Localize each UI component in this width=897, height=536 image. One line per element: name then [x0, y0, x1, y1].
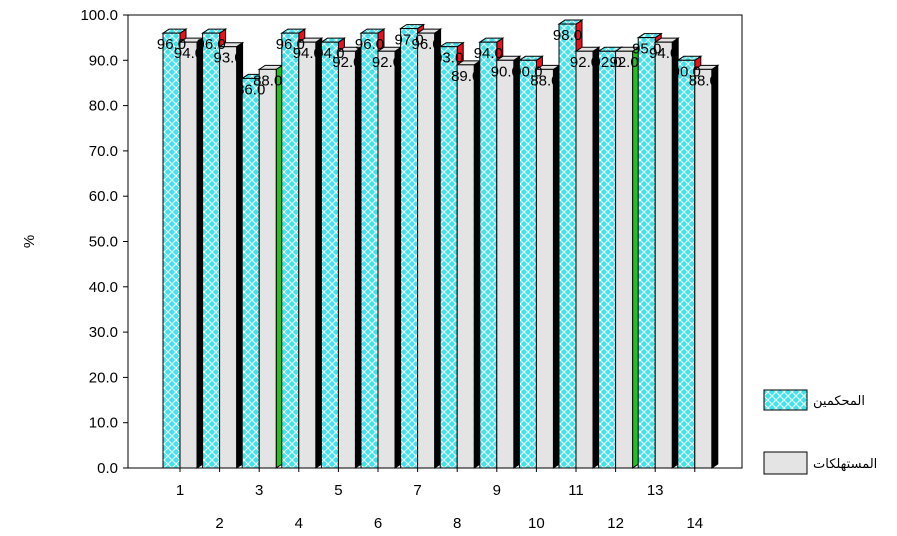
bar-series1	[400, 28, 419, 469]
bar-series2	[179, 41, 198, 469]
data-label: 90.0	[672, 63, 701, 80]
data-label: 95.0	[632, 41, 661, 58]
data-label: 86.0	[236, 81, 265, 98]
bar-series1	[598, 50, 617, 469]
data-label: 94.0	[315, 45, 344, 62]
bar-series1	[281, 32, 300, 469]
data-label: 94.0	[293, 45, 322, 62]
bar-series2	[615, 50, 634, 469]
bar-series2-side	[711, 64, 719, 469]
y-tick-label: 40.0	[89, 279, 118, 296]
data-label: 92.0	[592, 54, 621, 71]
data-label: 94.0	[174, 45, 203, 62]
x-tick-label: 1	[176, 482, 184, 499]
bar-series2	[417, 32, 436, 469]
data-label: 93.0	[434, 50, 463, 67]
bar-series2-side	[513, 55, 521, 469]
data-label: 92.0	[609, 54, 638, 71]
x-tick-label: 14	[686, 515, 703, 532]
data-label: 88.0	[253, 72, 282, 89]
bar-series2	[535, 68, 554, 469]
data-label: 96.0	[355, 36, 384, 53]
bar-series1	[360, 32, 379, 469]
bar-series2-side	[632, 46, 640, 469]
y-tick-label: 20.0	[89, 369, 118, 386]
x-tick-label: 3	[255, 482, 263, 499]
x-tick-label: 11	[568, 482, 584, 499]
data-label: 94.0	[474, 45, 503, 62]
data-label: 92.0	[332, 54, 361, 71]
data-label: 96.0	[276, 36, 305, 53]
bar-series2	[575, 50, 594, 469]
bar-series1	[558, 23, 577, 469]
data-label: 94.0	[649, 45, 678, 62]
bar-series1	[241, 77, 260, 469]
data-label: 89.0	[451, 68, 480, 85]
data-label: 90.0	[513, 63, 542, 80]
bar-series1	[677, 59, 696, 469]
legend-swatch-series2	[763, 451, 808, 475]
bar-series2	[337, 50, 356, 469]
x-tick-label: 12	[607, 515, 624, 532]
y-tick-label: 30.0	[89, 324, 118, 341]
y-tick-label: 80.0	[89, 98, 118, 115]
data-label: 88.0	[530, 72, 559, 89]
bar-series1	[518, 59, 537, 469]
data-label: 90.0	[491, 63, 520, 80]
data-label: 98.0	[553, 27, 582, 44]
y-tick-label: 50.0	[89, 234, 118, 251]
x-tick-label: 4	[295, 515, 303, 532]
y-tick-label: 10.0	[89, 415, 118, 432]
x-tick-label: 6	[374, 515, 382, 532]
bar-series1	[202, 32, 221, 469]
data-label: 97.0	[394, 32, 423, 49]
data-label: 92.0	[570, 54, 599, 71]
bar-series1	[320, 41, 339, 469]
bar-series1	[479, 41, 498, 469]
y-tick-label: 70.0	[89, 143, 118, 160]
x-tick-label: 2	[215, 515, 223, 532]
x-tick-label: 9	[493, 482, 501, 499]
y-tick-label: 0.0	[97, 460, 118, 477]
y-tick-label: 90.0	[89, 52, 118, 69]
x-tick-label: 13	[647, 482, 664, 499]
x-tick-label: 7	[413, 482, 421, 499]
bar-series2	[496, 59, 515, 469]
bar-series2	[377, 50, 396, 469]
bar-series2	[219, 46, 238, 469]
bar-series1	[439, 46, 458, 469]
bar-series2	[694, 68, 713, 469]
bar-series2	[456, 64, 475, 469]
data-label: 92.0	[372, 54, 401, 71]
data-label: 96.0	[411, 36, 440, 53]
data-label: 96.0	[157, 36, 186, 53]
legend-label-series2: المستهلكات	[813, 457, 877, 472]
data-label: 93.0	[213, 50, 242, 67]
bar-series2	[298, 41, 317, 469]
bar-series2	[258, 68, 277, 469]
y-tick-label: 100.0	[80, 7, 118, 24]
y-tick-label: 60.0	[89, 188, 118, 205]
bar-series1	[162, 32, 181, 469]
x-tick-label: 5	[334, 482, 342, 499]
data-label: 96.0	[196, 36, 225, 53]
y-axis-title: %	[21, 235, 38, 248]
legend-swatch-series1	[763, 389, 808, 411]
data-label: 88.0	[689, 72, 718, 89]
x-tick-label: 8	[453, 515, 461, 532]
legend-label-series1: المحكمين	[813, 394, 865, 409]
bar-series1	[637, 37, 656, 469]
x-tick-label: 10	[528, 515, 545, 532]
bar-series2	[654, 41, 673, 469]
